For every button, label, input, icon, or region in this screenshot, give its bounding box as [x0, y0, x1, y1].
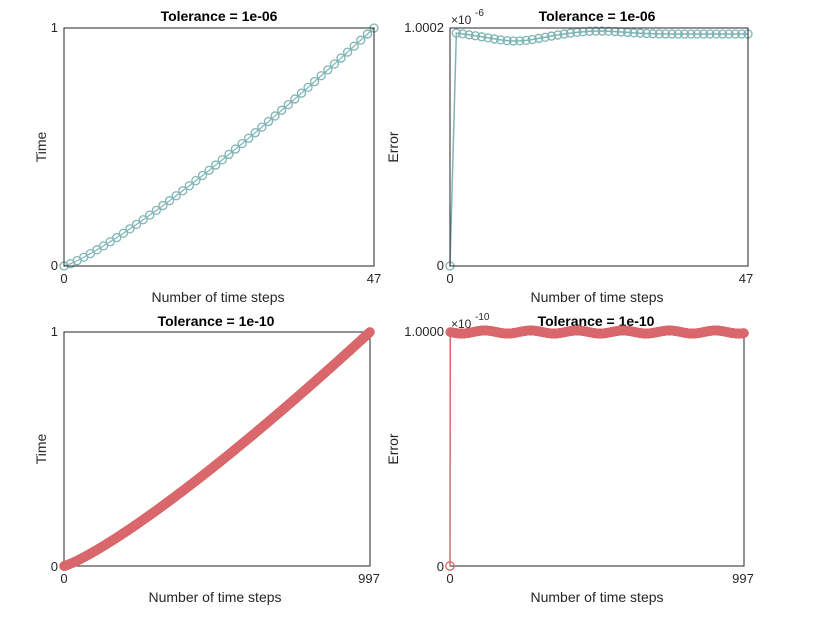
- y-axis-label: Error: [385, 433, 401, 464]
- y-tick-min: 0: [51, 559, 58, 574]
- y-tick-max: 1.0000: [404, 324, 444, 339]
- time-series-line: [59, 327, 375, 571]
- x-tick-max: 997: [358, 571, 380, 586]
- y-tick-max: 1: [51, 324, 58, 339]
- y-exponent-base: ×10: [451, 317, 472, 331]
- y-axis-label: Time: [33, 433, 49, 464]
- x-tick-min: 0: [60, 571, 67, 586]
- x-tick-min: 0: [60, 271, 67, 286]
- x-tick-min: 0: [446, 271, 453, 286]
- panel-title: Tolerance = 1e-10: [158, 313, 275, 329]
- time-series-line: [59, 23, 379, 271]
- x-axis-label: Number of time steps: [148, 589, 281, 605]
- axes-box: [449, 331, 745, 567]
- error-series-line: [445, 325, 749, 571]
- y-tick-min: 0: [51, 258, 58, 273]
- panel-title: Tolerance = 1e-06: [161, 8, 278, 24]
- y-axis-label: Error: [385, 131, 401, 162]
- x-axis-label: Number of time steps: [530, 289, 663, 305]
- x-axis-label: Number of time steps: [530, 589, 663, 605]
- panel-top-right: Tolerance = 1e-06 1.0002 0 ×10 -6 0 47 N…: [385, 8, 753, 305]
- x-tick-min: 0: [446, 571, 453, 586]
- y-tick-min: 0: [437, 258, 444, 273]
- axes-box: [63, 331, 371, 567]
- x-tick-max: 47: [367, 271, 381, 286]
- y-tick-max: 1: [51, 20, 58, 35]
- x-axis-label: Number of time steps: [151, 289, 284, 305]
- y-exponent-power: -6: [475, 8, 484, 19]
- axes-box: [449, 27, 749, 267]
- panel-top-left: Tolerance = 1e-06 1 0 0 47 Number of tim…: [33, 8, 381, 305]
- y-tick-max: 1.0002: [404, 20, 444, 35]
- error-series-line: [445, 26, 753, 271]
- panel-bottom-right: Tolerance = 1e-10 1.0000 0 ×10 -10 0 997…: [385, 312, 754, 605]
- panel-title: Tolerance = 1e-10: [538, 313, 655, 329]
- x-tick-max: 997: [732, 571, 754, 586]
- panel-bottom-left: Tolerance = 1e-10 1 0 0 997 Number of ti…: [33, 313, 380, 605]
- axes-box: [63, 27, 375, 267]
- x-tick-max: 47: [739, 271, 753, 286]
- y-exponent-base: ×10: [451, 13, 472, 27]
- panel-title: Tolerance = 1e-06: [539, 8, 656, 24]
- y-exponent-power: -10: [475, 312, 490, 323]
- y-axis-label: Time: [33, 131, 49, 162]
- y-tick-min: 0: [437, 559, 444, 574]
